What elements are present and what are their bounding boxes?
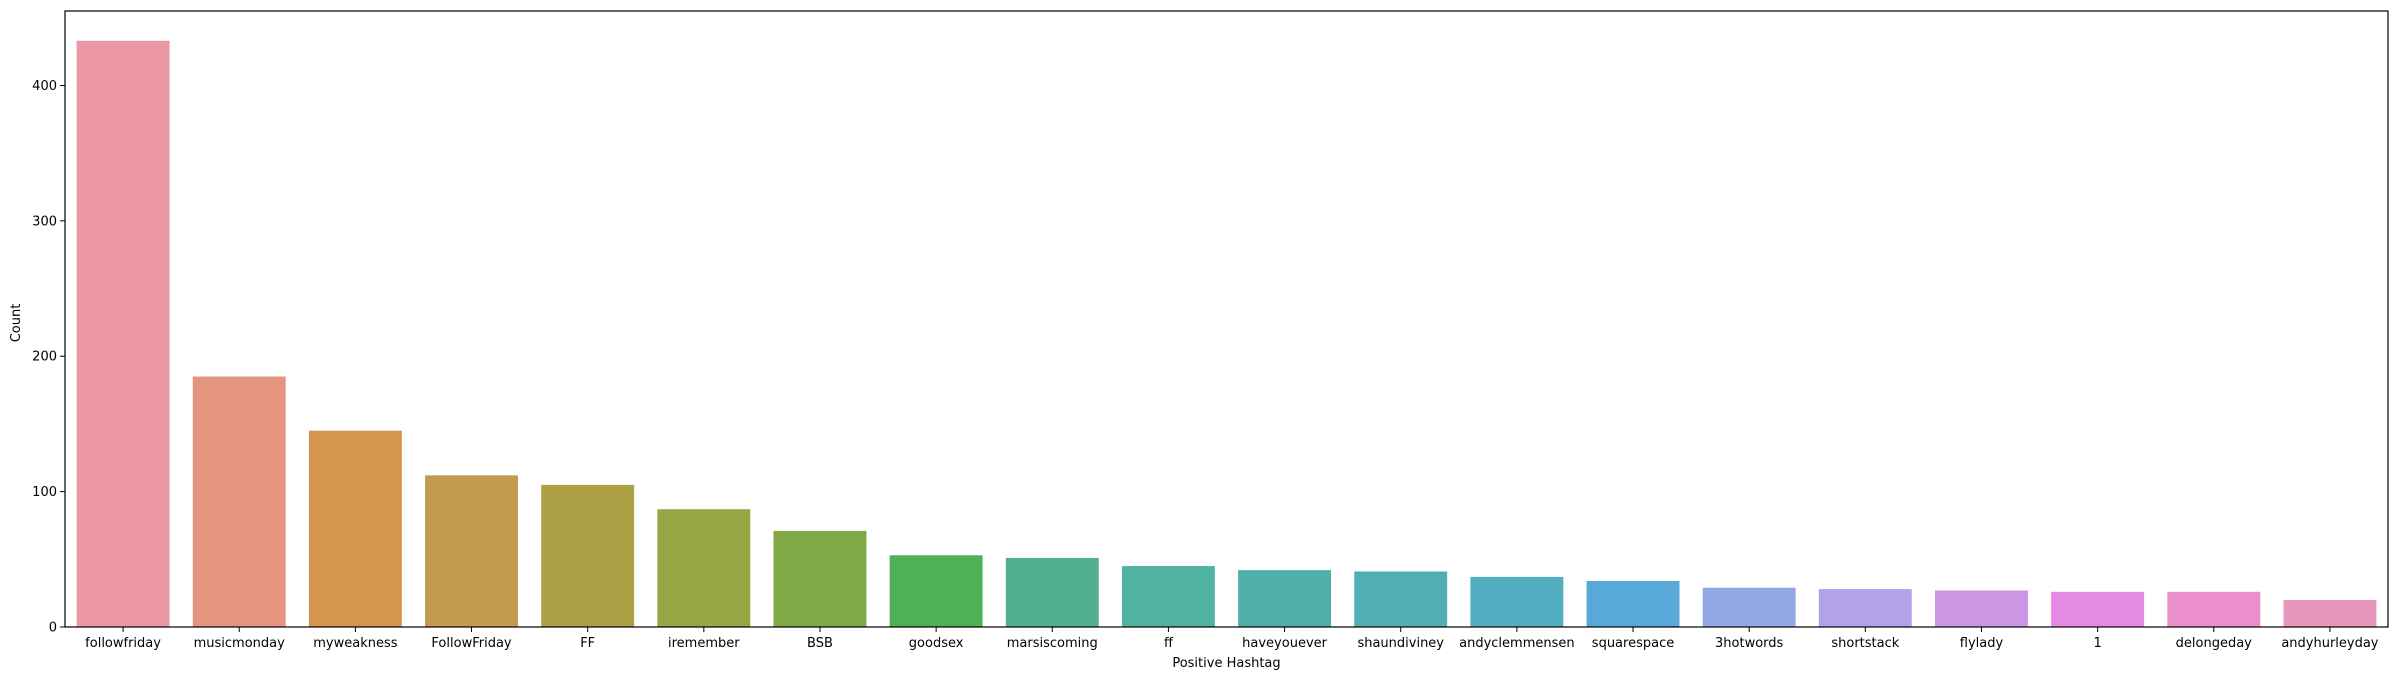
bar-andyhurleyday (2283, 599, 2377, 627)
bar-FollowFriday (425, 475, 518, 627)
bar-delongeday (2167, 591, 2261, 627)
x-axis-label: Positive Hashtag (1172, 656, 1280, 671)
bar-ff (1121, 566, 1215, 627)
x-tick-label: BSB (807, 636, 833, 651)
bar-iremember (657, 509, 751, 627)
x-tick-label: ff (1164, 636, 1174, 651)
y-tick-label: 200 (32, 350, 57, 365)
y-tick-label: 0 (49, 621, 57, 636)
bar-flylady (1935, 590, 2028, 627)
x-tick-label: andyhurleyday (2281, 636, 2378, 651)
bar-myweakness (308, 430, 402, 627)
bar-marsiscoming (1005, 557, 1099, 627)
x-axis: followfriday musicmonday myweakness FollowF… (85, 627, 2379, 651)
x-tick-label: myweakness (313, 636, 397, 651)
x-tick-label: haveyouever (1242, 636, 1327, 651)
y-axis-label: Count (9, 304, 24, 343)
bar-squarespace (1586, 580, 1680, 627)
bar-goodsex (889, 555, 983, 627)
x-tick-label: FollowFriday (431, 636, 511, 651)
bar-followfriday (76, 40, 170, 628)
x-tick-label: marsiscoming (1007, 636, 1098, 651)
bar-andyclemmensen (1470, 576, 1564, 627)
y-tick-label: 300 (32, 214, 57, 229)
bar-haveyouever (1238, 570, 1332, 627)
x-tick-label: iremember (668, 636, 740, 651)
plot-frame (64, 10, 2389, 628)
x-tick-label: 3hotwords (1715, 636, 1784, 651)
x-tick-label: FF (580, 636, 595, 651)
bars-group (76, 40, 2377, 628)
y-tick-label: 100 (32, 485, 57, 500)
y-tick-label: 400 (32, 79, 57, 94)
bar-shaundiviney (1354, 571, 1448, 627)
y-axis: 0 100 200 300 400 (32, 79, 65, 636)
x-tick-label: flylady (1960, 636, 2004, 651)
x-tick-label: goodsex (909, 636, 964, 651)
bar-BSB (773, 530, 867, 627)
bar-1 (2051, 591, 2145, 627)
bar-musicmonday (192, 376, 286, 627)
x-tick-label: 1 (2093, 636, 2101, 651)
bar-3hotwords (1702, 587, 1796, 627)
bar-shortstack (1818, 589, 1912, 627)
bar-FF (541, 484, 635, 627)
x-tick-label: delongeday (2176, 636, 2253, 651)
x-tick-label: shaundiviney (1357, 636, 1444, 651)
x-tick-label: followfriday (85, 636, 161, 651)
x-tick-label: squarespace (1592, 636, 1674, 651)
x-tick-label: musicmonday (194, 636, 286, 651)
x-tick-label: andyclemmensen (1459, 636, 1574, 651)
x-tick-label: shortstack (1831, 636, 1899, 651)
